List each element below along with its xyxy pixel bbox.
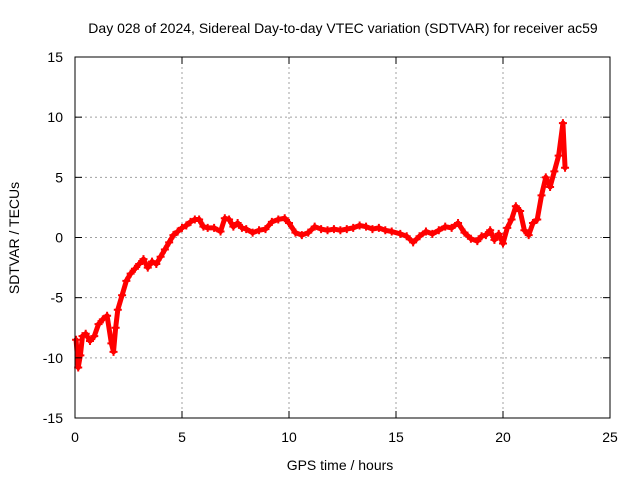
x-tick-label: 5 [178, 429, 186, 445]
data-point [561, 163, 570, 172]
x-tick-label: 10 [281, 429, 297, 445]
chart-title: Day 028 of 2024, Sidereal Day-to-day VTE… [88, 20, 598, 36]
x-tick-label: 0 [71, 429, 79, 445]
x-tick-label: 20 [495, 429, 511, 445]
data-trace-segment [534, 192, 545, 222]
x-tick-label: 15 [388, 429, 404, 445]
y-tick-label: -10 [43, 350, 63, 366]
y-axis-label: SDTVAR / TECUs [6, 182, 22, 294]
data-trace-segment [560, 120, 568, 171]
y-tick-label: 15 [47, 49, 63, 65]
data-trace-segment [104, 313, 114, 346]
y-tick-label: -5 [51, 290, 64, 306]
y-tick-label: 5 [55, 169, 63, 185]
y-tick-label: 0 [55, 230, 63, 246]
data-trace-segment [111, 325, 119, 355]
x-tick-label: 25 [602, 429, 618, 445]
x-axis-label: GPS time / hours [287, 457, 394, 473]
y-tick-label: -15 [43, 410, 63, 426]
axis-ticks: 0 5 10 15 20 25 -15 -10 -5 0 5 10 15 [43, 49, 618, 445]
y-tick-label: 10 [47, 109, 63, 125]
grid-lines [75, 57, 610, 418]
data-series [72, 119, 570, 372]
